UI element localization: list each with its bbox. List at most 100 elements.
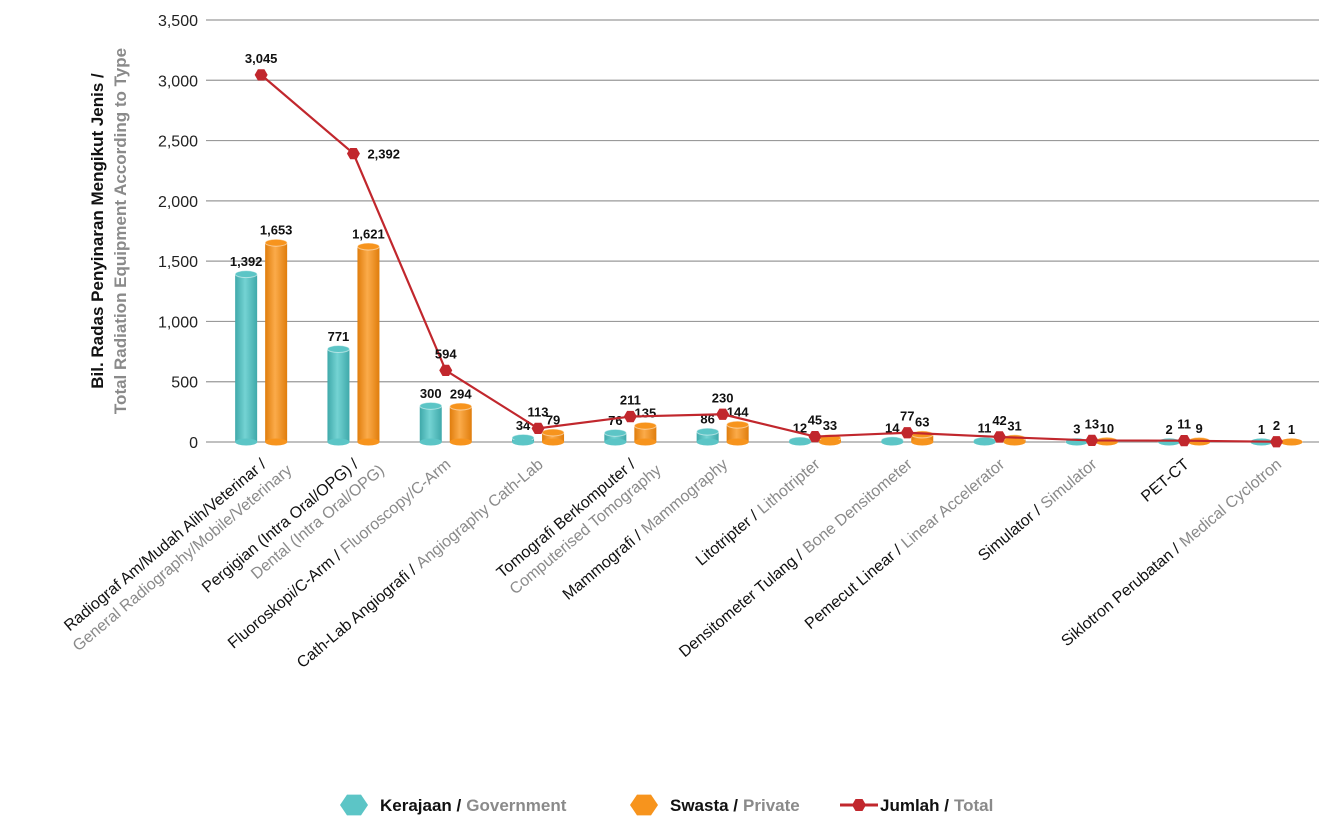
data-label: 76	[608, 413, 622, 428]
bar-base	[788, 438, 811, 446]
y-tick-label: 1,000	[158, 314, 198, 331]
y-tick-label: 2,500	[158, 134, 198, 151]
bar-base	[542, 438, 565, 446]
bar-base	[512, 438, 535, 446]
bar-base	[604, 438, 627, 446]
data-label: 2	[1273, 418, 1280, 433]
legend-label-part: Government	[466, 796, 566, 815]
bar-base	[265, 438, 288, 446]
y-tick-label: 1,500	[158, 254, 198, 271]
bar-cap	[419, 401, 443, 410]
bar-cap	[356, 242, 380, 251]
y-tick-label: 2,000	[158, 194, 198, 211]
line-marker	[1177, 435, 1191, 447]
data-label: 10	[1100, 421, 1114, 436]
legend-swatch-marker	[852, 798, 866, 812]
data-label: 230	[712, 390, 734, 405]
x-tick-label-local: Litotripter /	[693, 507, 762, 569]
data-label: 42	[992, 413, 1006, 428]
data-label: 2	[1166, 422, 1173, 437]
data-label: 79	[546, 412, 560, 427]
data-label: 11	[978, 421, 992, 436]
y-axis-title: Bil. Radas Penyinaran Mengikut Jenis / To…	[88, 48, 130, 414]
bar-base	[327, 438, 350, 446]
data-label: 77	[900, 409, 914, 424]
x-tick-label-local: PET-CT	[1138, 456, 1193, 506]
bar-base	[726, 438, 749, 446]
bar-cap	[449, 402, 473, 411]
data-label: 1,392	[230, 254, 263, 269]
x-tick-label-english: Medical Cyclotron	[1177, 456, 1285, 551]
data-label: 14	[885, 420, 900, 435]
legend-label: Jumlah / Total	[880, 796, 993, 815]
line-marker	[1269, 436, 1283, 448]
y-tick-label: 3,000	[158, 73, 198, 90]
line-marker	[808, 430, 822, 443]
line-marker	[346, 147, 360, 160]
bar	[726, 424, 749, 442]
data-label: 1	[1258, 422, 1265, 437]
bar	[357, 246, 380, 442]
data-label: 300	[420, 386, 442, 401]
data-label: 113	[528, 404, 549, 419]
data-label: 1,653	[260, 223, 293, 238]
data-label: 45	[808, 413, 822, 428]
data-label: 3	[1073, 422, 1080, 437]
line-marker	[716, 408, 730, 420]
bar-cap	[633, 421, 657, 430]
data-label: 11	[1177, 417, 1191, 432]
bar-base	[696, 438, 719, 446]
bar-cap	[726, 420, 750, 429]
legend-label-part: Swasta /	[670, 796, 738, 815]
data-label: 594	[435, 346, 457, 361]
line-marker	[900, 427, 914, 439]
y-tick-label: 500	[171, 375, 198, 392]
bar	[265, 242, 288, 442]
line-marker	[439, 364, 453, 377]
data-label: 1,621	[352, 227, 385, 242]
x-tick-label-local: Pemecut Linear /	[802, 542, 906, 633]
bar-cap	[603, 428, 627, 437]
data-label: 31	[1007, 418, 1021, 433]
line-marker	[993, 431, 1007, 443]
bar	[542, 432, 565, 442]
x-tick-label-local: Simulator /	[975, 502, 1045, 565]
bar-base	[818, 438, 841, 446]
bar	[235, 274, 258, 442]
x-tick-label-local: Densitometer Tulang /	[676, 547, 807, 661]
x-tick-label-local: Siklotron Perubatan /	[1058, 541, 1184, 650]
bar	[327, 349, 350, 442]
y-axis-title-line: Total Radiation Equipment According to T…	[111, 48, 130, 414]
bar-base	[235, 438, 258, 446]
legend-label-part: Kerajaan /	[380, 796, 462, 815]
data-label: 1	[1288, 422, 1295, 437]
data-label: 2,392	[367, 147, 400, 162]
data-label: 294	[450, 387, 472, 402]
legend-label-part: Total	[954, 796, 993, 815]
bar	[449, 406, 472, 442]
legend-swatch	[630, 794, 658, 816]
bar	[696, 431, 719, 442]
data-label: 771	[328, 329, 350, 344]
bar-base	[1003, 438, 1026, 446]
bar-base	[357, 438, 380, 446]
data-label: 135	[634, 406, 656, 421]
bar-base	[449, 438, 472, 446]
data-label: 3,045	[245, 51, 278, 66]
legend-label-part: Jumlah /	[880, 796, 949, 815]
bar-cap	[326, 345, 350, 354]
bar-base	[973, 438, 996, 446]
data-label: 63	[915, 414, 929, 429]
bar-cap	[234, 270, 258, 279]
x-tick-label: PET-CT	[1138, 456, 1193, 506]
bar-base	[1280, 438, 1303, 446]
data-label: 13	[1085, 416, 1099, 431]
data-label: 9	[1196, 421, 1203, 436]
line-marker	[1085, 434, 1099, 447]
total-line	[260, 74, 1277, 443]
legend-label: Kerajaan / Government	[380, 796, 567, 815]
line-marker	[254, 69, 268, 81]
bar-base	[911, 438, 934, 446]
